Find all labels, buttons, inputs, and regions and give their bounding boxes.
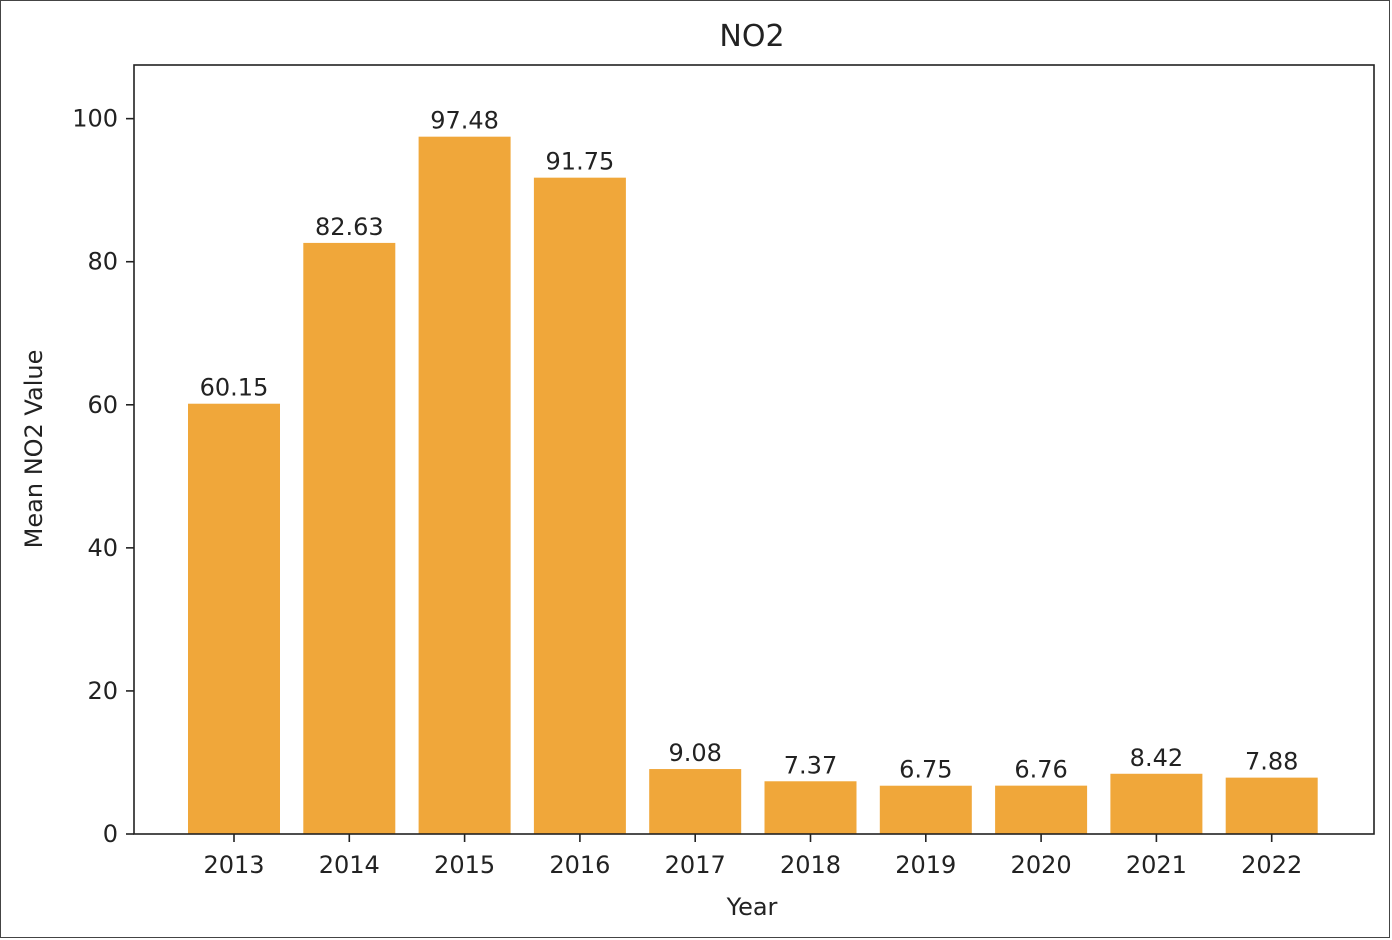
bar-2021 [1110,773,1203,834]
bar-value-label-2019: 6.75 [899,756,952,784]
bar-2018 [764,781,857,834]
y-axis-label: Mean NO2 Value [20,350,48,549]
y-tick-label-40: 40 [87,534,118,562]
y-tick-label-60: 60 [87,391,118,419]
bar-2019 [879,785,972,834]
x-axis-label: Year [726,893,778,921]
bar-value-label-2014: 82.63 [315,213,384,241]
x-tick-label-2016: 2016 [549,851,610,879]
x-tick-label-2017: 2017 [665,851,726,879]
chart-title: NO2 [719,19,784,54]
bar-value-label-2013: 60.15 [200,374,269,402]
bar-2014 [303,242,396,835]
x-tick-label-2018: 2018 [780,851,841,879]
bar-value-label-2017: 9.08 [668,739,721,767]
y-tick-label-20: 20 [87,677,118,705]
y-tick-label-0: 0 [103,820,118,848]
bars-group [188,136,1318,835]
bar-value-label-2021: 8.42 [1130,744,1183,772]
bar-2020 [995,785,1088,834]
x-tick-label-2013: 2013 [203,851,264,879]
y-axis: 0 20 40 60 80 100 [72,105,134,848]
x-tick-label-2021: 2021 [1126,851,1187,879]
bar-value-label-2018: 7.37 [784,751,837,779]
bar-value-label-2015: 97.48 [430,107,499,135]
bar-2013 [188,403,280,834]
plot-area [133,64,1375,835]
bar-value-labels: 60.15 82.63 97.48 91.75 9.08 7.37 6.75 6.76 8.42… [200,107,1299,784]
bar-2016 [533,177,626,835]
x-axis: 2013 2014 2015 2016 2017 2018 2019 2020 2021 2022 [203,834,1302,879]
x-tick-label-2022: 2022 [1241,851,1302,879]
y-tick-label-80: 80 [87,248,118,276]
bar-value-label-2016: 91.75 [546,148,615,176]
x-tick-label-2015: 2015 [434,851,495,879]
y-tick-label-100: 100 [72,105,118,133]
bar-2015 [418,136,511,834]
bar-value-label-2020: 6.76 [1014,756,1067,784]
x-tick-label-2020: 2020 [1011,851,1072,879]
bar-value-label-2022: 7.88 [1245,748,1298,776]
x-tick-label-2014: 2014 [319,851,380,879]
bar-2022 [1225,777,1318,834]
x-tick-label-2019: 2019 [895,851,956,879]
bar-2017 [649,769,742,834]
